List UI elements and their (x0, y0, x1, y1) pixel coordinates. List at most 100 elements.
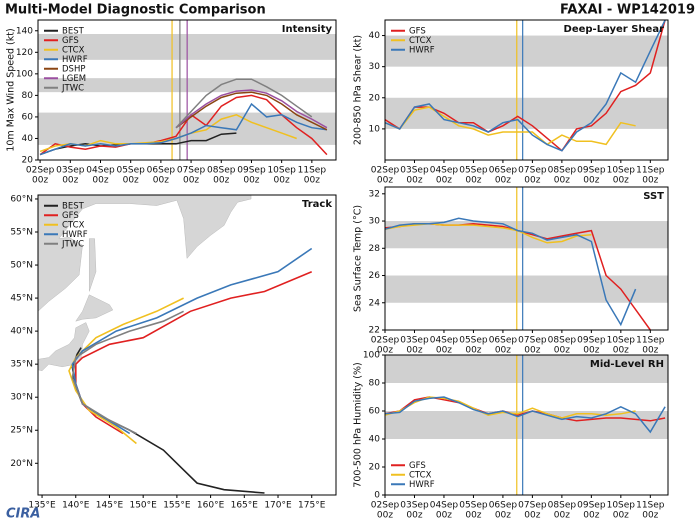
land (75, 294, 114, 322)
x-tick-label: 05Sep (459, 501, 488, 511)
x-tick-label: 11Sep (298, 166, 327, 176)
x-tick-hour: 00z (377, 511, 393, 521)
x-tick-hour: 00z (465, 176, 481, 186)
plot-area (38, 195, 313, 494)
x-tick-hour: 00z (436, 346, 452, 356)
panel-title: SST (643, 191, 664, 202)
x-tick-hour: 00z (495, 176, 511, 186)
y-tick-label: 0 (374, 491, 380, 501)
x-tick-label: 11Sep (636, 501, 665, 511)
y-axis-label: 700-500 hPa Humidity (%) (353, 362, 364, 487)
x-tick-hour: 00z (465, 346, 481, 356)
y-axis-label: Sea Surface Temp (°C) (353, 205, 364, 312)
x-tick-label: 09Sep (577, 166, 606, 176)
x-tick-hour: 00z (274, 176, 290, 186)
x-tick-label: 08Sep (548, 336, 577, 346)
x-tick-hour: 00z (436, 511, 452, 521)
x-tick-hour: 00z (92, 176, 108, 186)
series-line (71, 247, 313, 435)
x-tick-label: 03Sep (400, 336, 429, 346)
x-tick-label: 145°E (96, 501, 124, 511)
y-tick-label: 25°N (10, 426, 33, 436)
legend-label: CTCX (62, 45, 85, 55)
x-tick-label: 10Sep (607, 336, 636, 346)
y-tick-label: 60°N (10, 194, 33, 204)
x-tick-label: 09Sep (237, 166, 266, 176)
land (38, 195, 252, 312)
x-tick-hour: 00z (495, 346, 511, 356)
legend-label: HWRF (409, 480, 435, 490)
x-tick-hour: 00z (524, 176, 540, 186)
legend-label: CTCX (409, 36, 432, 46)
x-tick-label: 03Sep (400, 501, 429, 511)
series-line (39, 94, 328, 156)
series-line (385, 396, 666, 434)
x-tick-hour: 00z (642, 176, 658, 186)
x-tick-label: 11Sep (636, 336, 665, 346)
band (385, 275, 668, 303)
x-tick-hour: 00z (153, 176, 169, 186)
x-tick-hour: 00z (406, 346, 422, 356)
frame (384, 19, 669, 161)
y-tick-label: 24 (369, 298, 381, 308)
x-tick-hour: 00z (495, 511, 511, 521)
x-tick-hour: 00z (583, 511, 599, 521)
panel-title: Deep-Layer Shear (564, 24, 665, 35)
x-tick-label: 150°E (129, 501, 157, 511)
x-tick-label: 08Sep (207, 166, 236, 176)
y-tick-label: 60 (22, 112, 34, 122)
panel-title: Mid-Level RH (590, 359, 664, 370)
x-tick-label: 170°E (264, 501, 292, 511)
plot-area (385, 187, 668, 330)
series-line (385, 20, 666, 152)
panel-title: Track (302, 199, 332, 210)
x-tick-label: 05Sep (459, 166, 488, 176)
y-tick-label: 40°N (10, 327, 33, 337)
x-tick-label: 10Sep (267, 166, 296, 176)
legend-label: HWRF (409, 45, 435, 55)
y-tick-label: 80 (22, 91, 34, 101)
x-tick-hour: 00z (613, 346, 629, 356)
y-tick-label: 120 (16, 48, 33, 58)
x-tick-label: 04Sep (430, 501, 459, 511)
legend-label: GFS (409, 461, 426, 471)
y-tick-label: 20 (369, 93, 381, 103)
x-tick-hour: 00z (583, 176, 599, 186)
x-tick-hour: 00z (243, 176, 259, 186)
y-tick-label: 26 (369, 271, 381, 281)
legend-label: LGEM (62, 74, 86, 84)
x-tick-label: 03Sep (56, 166, 85, 176)
y-tick-label: 20 (369, 463, 381, 473)
x-tick-label: 140°E (62, 501, 90, 511)
x-tick-label: 02Sep (26, 166, 55, 176)
legend-label: GFS (62, 36, 79, 46)
legend-label: HWRF (62, 230, 88, 240)
x-tick-label: 07Sep (518, 166, 547, 176)
x-tick-hour: 00z (183, 176, 199, 186)
x-tick-hour: 00z (32, 176, 48, 186)
x-tick-hour: 00z (642, 511, 658, 521)
x-tick-label: 07Sep (177, 166, 206, 176)
x-tick-label: 07Sep (518, 501, 547, 511)
x-tick-label: 04Sep (430, 336, 459, 346)
y-tick-label: 28 (369, 244, 381, 254)
x-tick-label: 135°E (28, 501, 56, 511)
y-tick-label: 100 (363, 351, 380, 361)
legend-label: DSHP (62, 64, 85, 74)
y-tick-label: 22 (369, 326, 380, 336)
legend-label: CTCX (62, 220, 85, 230)
x-tick-label: 05Sep (459, 336, 488, 346)
y-tick-label: 20 (22, 156, 34, 166)
band (385, 355, 668, 383)
y-tick-label: 40 (369, 435, 381, 445)
series-line (39, 102, 328, 156)
x-tick-label: 10Sep (607, 166, 636, 176)
x-tick-label: 03Sep (400, 166, 429, 176)
y-tick-label: 60 (369, 407, 381, 417)
x-tick-label: 165°E (231, 501, 259, 511)
legend-label: CTCX (409, 470, 432, 480)
page-title: Multi-Model Diagnostic Comparison (5, 3, 266, 18)
y-tick-label: 30 (369, 62, 381, 72)
x-tick-label: 07Sep (518, 336, 547, 346)
y-tick-label: 55°N (10, 228, 33, 238)
